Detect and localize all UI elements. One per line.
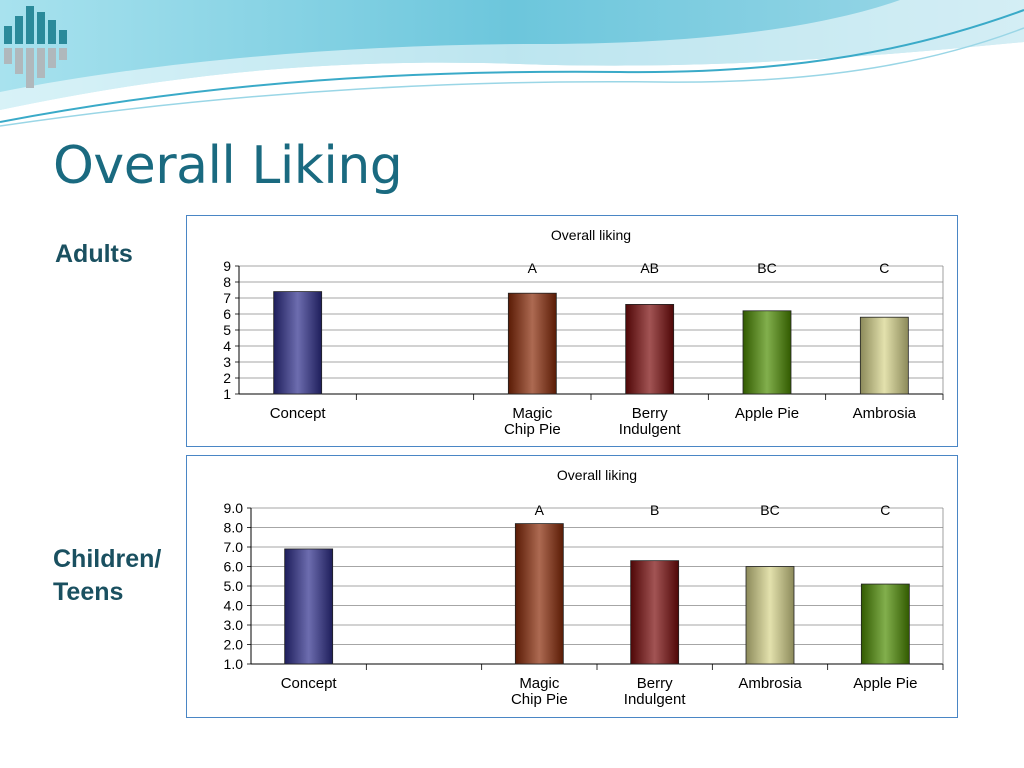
category-label: Ambrosia <box>853 405 917 422</box>
category-label: Apple Pie <box>853 675 917 692</box>
category-label: Berry Indulgent <box>624 675 687 708</box>
y-tick-label: 9 <box>223 258 231 274</box>
bar <box>273 291 323 395</box>
significance-letter: B <box>650 502 659 518</box>
significance-letter: A <box>535 502 545 518</box>
y-tick-label: 6.0 <box>224 559 244 575</box>
y-tick-label: 8.0 <box>224 520 244 536</box>
y-tick-label: 1 <box>223 386 231 402</box>
children-chart: Overall liking 1.0 2.0 3.0 4.0 5.0 6.0 7.0 8.0 9.… <box>186 455 958 718</box>
y-tick-label: 6 <box>223 306 231 322</box>
significance-letter: C <box>880 502 890 518</box>
chart-title: Overall liking <box>557 467 637 483</box>
y-tick-label: 4.0 <box>224 598 244 614</box>
category-label: Berry Indulgent <box>619 405 682 438</box>
significance-letter: A <box>528 260 538 276</box>
bar <box>507 292 557 395</box>
bar <box>630 560 680 665</box>
significance-letter: C <box>879 260 889 276</box>
y-tick-label: 1.0 <box>224 656 244 672</box>
children-chart-svg: Overall liking 1.0 2.0 3.0 4.0 5.0 6.0 7.0 8.0 9.… <box>224 467 944 708</box>
bar <box>625 304 675 395</box>
children-teens-label: Children/ Teens <box>53 545 162 606</box>
adults-chart: Overall liking 1 2 3 4 5 6 7 8 9 Concept A Magic Chip… <box>186 215 958 447</box>
bar <box>860 583 910 665</box>
significance-letter: BC <box>760 502 779 518</box>
y-tick-label: 8 <box>223 274 231 290</box>
adults-label: Adults <box>55 240 133 268</box>
slide-title: Overall Liking <box>53 136 403 196</box>
y-tick-label: 3.0 <box>224 617 244 633</box>
significance-letter: AB <box>640 260 659 276</box>
bar-logo-icon <box>4 6 67 88</box>
category-label: Concept <box>281 675 338 692</box>
category-label: Magic Chip Pie <box>511 675 568 708</box>
category-label: Ambrosia <box>738 675 802 692</box>
y-tick-label: 4 <box>223 338 231 354</box>
y-tick-label: 7 <box>223 290 231 306</box>
y-tick-label: 3 <box>223 354 231 370</box>
category-label: Concept <box>270 405 327 422</box>
bar <box>859 316 909 395</box>
significance-letter: BC <box>757 260 776 276</box>
bar <box>745 566 795 665</box>
header-wave-decoration <box>0 0 1024 127</box>
y-tick-label: 2 <box>223 370 231 386</box>
y-tick-label: 2.0 <box>224 637 244 653</box>
chart-title: Overall liking <box>551 227 631 243</box>
y-tick-label: 5.0 <box>224 578 244 594</box>
y-tick-label: 9.0 <box>224 500 244 516</box>
y-tick-label: 5 <box>223 322 231 338</box>
bar <box>284 548 334 665</box>
category-label: Apple Pie <box>735 405 799 422</box>
y-tick-label: 7.0 <box>224 539 244 555</box>
bar <box>514 523 564 665</box>
bar <box>742 310 792 395</box>
category-label: Magic Chip Pie <box>504 405 561 438</box>
